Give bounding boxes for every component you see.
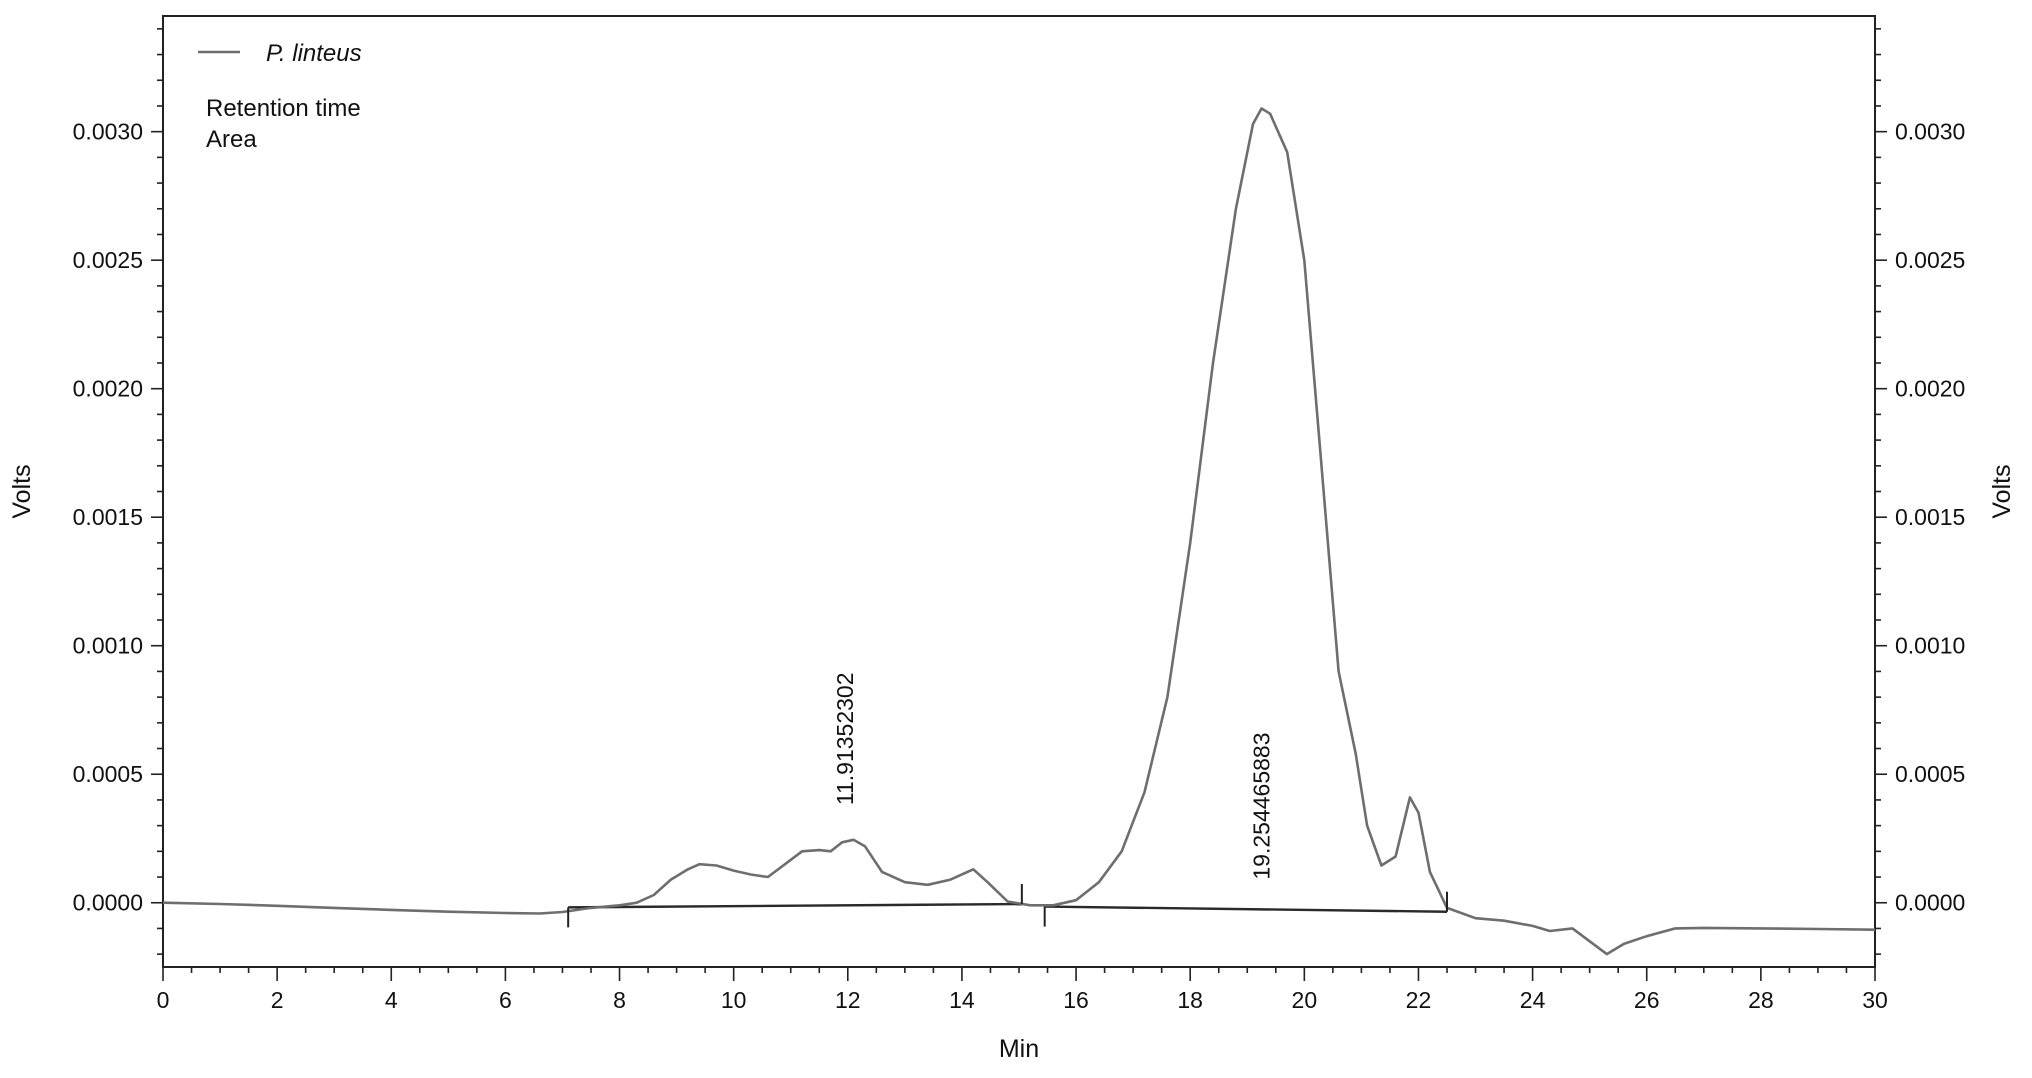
y-left-tick-label: 0.0020: [73, 376, 143, 402]
x-tick-label: 20: [1292, 987, 1318, 1013]
x-tick-label: 4: [385, 987, 398, 1013]
y-left-tick-label: 0.0010: [73, 633, 143, 659]
y-left-tick-label: 0.0030: [73, 119, 143, 145]
legend-area: Area: [206, 126, 257, 153]
integration-baseline: [1044, 905, 1448, 913]
x-tick-label: 26: [1634, 987, 1660, 1013]
peak-markers: [567, 884, 1448, 928]
y-axis-left-title: Volts: [8, 464, 36, 518]
x-tick-label: 10: [721, 987, 747, 1013]
y-left-tick-label: 0.0025: [73, 247, 143, 273]
x-tick-label: 18: [1177, 987, 1203, 1013]
peak-retention-label: 11.91352302: [832, 672, 858, 805]
x-axis-ticks: 0 2 4 6 8 10 12 14 16 18 20 22 24 26 28 30: [157, 967, 1888, 1013]
x-tick-label: 30: [1862, 987, 1888, 1013]
peak-retention-label: 19.254465883: [1249, 733, 1275, 880]
x-tick-label: 0: [157, 987, 170, 1013]
y-left-tick-label: 0.0000: [73, 890, 143, 916]
y-right-tick-label: 0.0020: [1895, 376, 1965, 402]
x-tick-label: 6: [499, 987, 512, 1013]
y-left-tick-label: 0.0015: [73, 504, 143, 530]
legend-retention-time: Retention time: [206, 95, 361, 122]
x-tick-label: 14: [949, 987, 975, 1013]
integration-baselines: [568, 902, 1448, 913]
y-right-tick-label: 0.0000: [1895, 890, 1965, 916]
peak-labels: 11.91352302 19.254465883: [832, 672, 1275, 879]
x-tick-label: 22: [1406, 987, 1432, 1013]
y-right-tick-label: 0.0025: [1895, 247, 1965, 273]
y-left-tick-label: 0.0005: [73, 761, 143, 787]
y-axis-right-title: Volts: [1988, 464, 2016, 518]
legend-series-name: P. linteus: [266, 40, 362, 67]
y-right-tick-label: 0.0030: [1895, 119, 1965, 145]
y-right-tick-label: 0.0015: [1895, 504, 1965, 530]
x-tick-label: 28: [1748, 987, 1774, 1013]
series-line-p-linteus: [162, 107, 1876, 956]
integration-baseline: [568, 902, 1022, 909]
legend: P. linteus Retention time Area: [198, 40, 362, 153]
x-axis-title: Min: [999, 1035, 1039, 1063]
y-axis-left-ticks: 0.0000 0.0005 0.0010 0.0015 0.0020 0.0025 0.00…: [73, 28, 163, 955]
x-tick-label: 8: [613, 987, 626, 1013]
y-right-tick-label: 0.0010: [1895, 633, 1965, 659]
y-right-tick-label: 0.0005: [1895, 761, 1965, 787]
x-tick-label: 12: [835, 987, 861, 1013]
x-tick-label: 16: [1063, 987, 1089, 1013]
x-tick-label: 24: [1520, 987, 1546, 1013]
x-tick-label: 2: [271, 987, 284, 1013]
y-axis-right-ticks: 0.0000 0.0005 0.0010 0.0015 0.0020 0.0025 0.00…: [1875, 28, 1965, 955]
